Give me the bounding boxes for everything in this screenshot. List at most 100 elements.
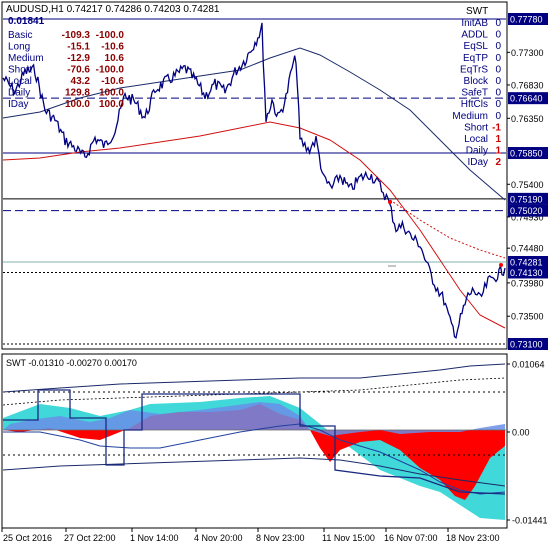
price-label: 0.75020 bbox=[508, 204, 548, 217]
svg-text:SafeT: SafeT bbox=[461, 88, 488, 99]
sub-scale-label: -0.01441 bbox=[512, 516, 548, 526]
left-stat-row: Long -15.1 -10.6 bbox=[8, 42, 124, 53]
slow-ma-line bbox=[2, 47, 506, 201]
svg-text:-70.6: -70.6 bbox=[67, 65, 90, 76]
svg-text:0: 0 bbox=[495, 64, 501, 75]
svg-text:0: 0 bbox=[495, 41, 501, 52]
svg-text:0: 0 bbox=[495, 88, 501, 99]
svg-text:Short: Short bbox=[464, 122, 488, 133]
right-stat-row: EqTrS 0 bbox=[460, 64, 501, 75]
right-stat-row: EqSL 0 bbox=[464, 41, 502, 52]
svg-text:IDay: IDay bbox=[8, 99, 29, 110]
svg-text:HftCls: HftCls bbox=[461, 99, 488, 110]
left-stat-row: Basic -109.3 -100.0 bbox=[8, 30, 124, 41]
right-stat-row: Short -1 bbox=[464, 122, 501, 133]
price-line bbox=[2, 22, 506, 339]
right-stat-row: SafeT 0 bbox=[461, 88, 501, 99]
sub-scale: 0.01064 0.00 -0.01441 bbox=[507, 360, 548, 526]
right-stat-row: Block 0 bbox=[464, 76, 502, 87]
svg-text:1: 1 bbox=[495, 146, 501, 157]
main-pane[interactable] bbox=[1, 1, 508, 350]
svg-text:0.75190: 0.75190 bbox=[510, 194, 543, 204]
svg-text:-100.0: -100.0 bbox=[96, 65, 125, 76]
svg-text:0.76830: 0.76830 bbox=[511, 80, 544, 90]
svg-text:ADDL: ADDL bbox=[461, 30, 488, 41]
svg-text:-100.0: -100.0 bbox=[96, 30, 125, 41]
price-series bbox=[2, 22, 506, 339]
price-label: 0.73500 bbox=[507, 312, 544, 322]
sub-scale-label: 0.00 bbox=[512, 428, 530, 438]
svg-text:0.73980: 0.73980 bbox=[511, 278, 544, 288]
svg-text:Block: Block bbox=[464, 76, 489, 87]
svg-text:-109.3: -109.3 bbox=[62, 30, 91, 41]
svg-text:0: 0 bbox=[495, 30, 501, 41]
red-dotted-trend bbox=[389, 199, 506, 259]
time-axis: 25 Oct 2016 27 Oct 22:00 1 Nov 14:00 4 Nov … bbox=[1, 528, 500, 543]
signal-marker bbox=[388, 200, 392, 204]
lower-envelope bbox=[2, 457, 506, 487]
svg-text:0.75020: 0.75020 bbox=[510, 206, 543, 216]
svg-text:0: 0 bbox=[495, 76, 501, 87]
right-stat-row: IDay 2 bbox=[467, 157, 501, 168]
svg-text:0.74480: 0.74480 bbox=[511, 244, 544, 254]
svg-text:EqTP: EqTP bbox=[463, 53, 488, 64]
svg-text:100.0: 100.0 bbox=[99, 88, 124, 99]
time-label: 4 Nov 20:00 bbox=[194, 533, 243, 543]
svg-text:0: 0 bbox=[495, 18, 501, 29]
svg-text:43.2: 43.2 bbox=[71, 76, 91, 87]
indicator-name: SWT bbox=[466, 6, 488, 17]
svg-text:Basic: Basic bbox=[8, 30, 32, 41]
svg-text:Daily: Daily bbox=[8, 88, 30, 99]
price-label: 0.74130 bbox=[508, 266, 548, 279]
svg-text:-15.1: -15.1 bbox=[67, 42, 90, 53]
right-stat-row: Daily 1 bbox=[466, 146, 502, 157]
right-stats-table: InitAB 0 ADDL 0 EqSL 0 EqTP 0 EqTrS 0 Block 0 SafeT 0… bbox=[452, 18, 501, 168]
svg-text:-1: -1 bbox=[492, 122, 501, 133]
svg-text:0.73500: 0.73500 bbox=[511, 312, 544, 322]
time-label: 18 Nov 23:00 bbox=[446, 533, 500, 543]
svg-text:2: 2 bbox=[495, 157, 501, 168]
svg-text:EqSL: EqSL bbox=[464, 41, 489, 52]
svg-text:100.0: 100.0 bbox=[65, 99, 90, 110]
right-stat-row: Local 1 bbox=[464, 134, 501, 145]
right-stat-row: HftCls 0 bbox=[461, 99, 502, 110]
svg-text:0.77300: 0.77300 bbox=[511, 48, 544, 58]
price-label: 0.76350 bbox=[507, 114, 544, 124]
time-label: 27 Oct 22:00 bbox=[64, 533, 116, 543]
svg-text:10.6: 10.6 bbox=[105, 53, 125, 64]
price-label: 0.75400 bbox=[507, 180, 544, 190]
left-stat-row: Short -70.6 -100.0 bbox=[8, 65, 124, 76]
svg-text:129.8: 129.8 bbox=[65, 88, 90, 99]
swt-label: SWT -0.01310 -0.00270 0.00170 bbox=[6, 358, 137, 368]
swt-main-line bbox=[3, 423, 506, 495]
header-value: 0.01841 bbox=[8, 16, 45, 27]
time-label: 1 Nov 14:00 bbox=[130, 533, 179, 543]
histogram-blue bbox=[3, 402, 505, 436]
price-levels bbox=[3, 18, 506, 345]
upper-dotted bbox=[2, 377, 506, 406]
right-stat-row: Medium 0 bbox=[452, 111, 501, 122]
svg-text:0: 0 bbox=[495, 53, 501, 64]
svg-text:0: 0 bbox=[495, 111, 501, 122]
svg-text:0.76350: 0.76350 bbox=[511, 114, 544, 124]
svg-text:100.0: 100.0 bbox=[99, 99, 124, 110]
svg-text:-10.6: -10.6 bbox=[101, 42, 124, 53]
svg-text:0.74281: 0.74281 bbox=[510, 257, 543, 267]
price-label: 0.74281 bbox=[508, 255, 548, 268]
time-label: 25 Oct 2016 bbox=[3, 533, 52, 543]
svg-text:Long: Long bbox=[8, 42, 30, 53]
price-label: 0.77780 bbox=[508, 13, 548, 25]
svg-text:0.74130: 0.74130 bbox=[510, 268, 543, 278]
svg-text:EqTrS: EqTrS bbox=[460, 64, 488, 75]
time-label: 11 Nov 15:00 bbox=[322, 533, 375, 543]
svg-text:0.76640: 0.76640 bbox=[510, 94, 543, 104]
time-label: 8 Nov 23:00 bbox=[256, 533, 305, 543]
svg-text:-12.9: -12.9 bbox=[67, 53, 90, 64]
swt-lines bbox=[2, 363, 506, 495]
svg-text:0.77780: 0.77780 bbox=[510, 15, 543, 25]
svg-text:Daily: Daily bbox=[466, 146, 488, 157]
price-label: 0.76640 bbox=[508, 92, 548, 105]
sub-scale-label: 0.01064 bbox=[512, 360, 545, 370]
svg-text:IDay: IDay bbox=[467, 157, 488, 168]
